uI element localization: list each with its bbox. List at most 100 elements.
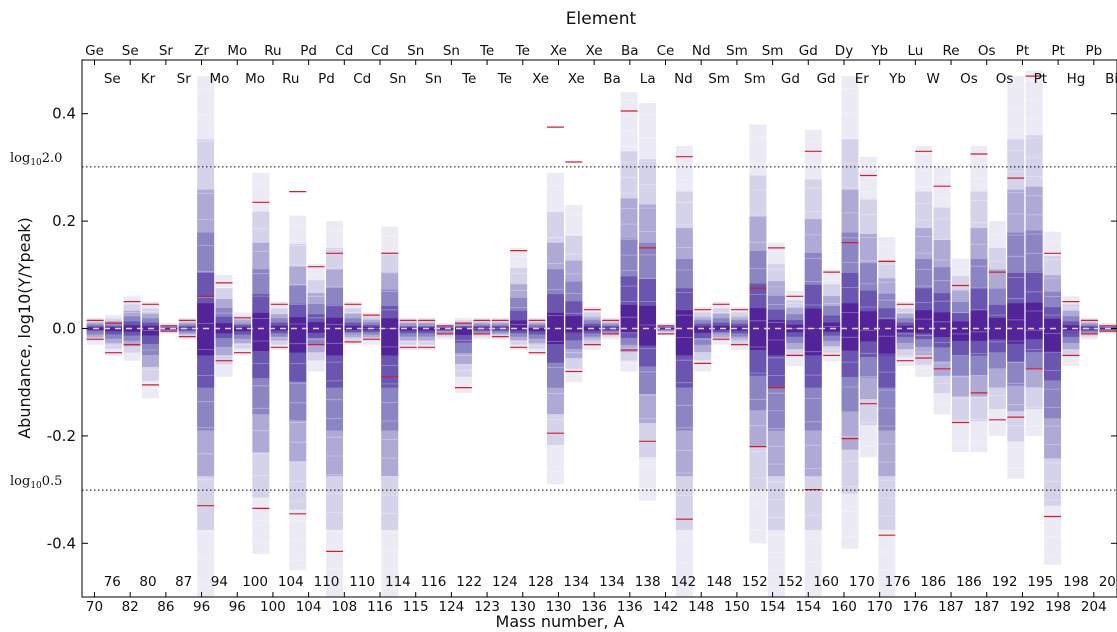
element-label-top: Sm bbox=[726, 43, 748, 59]
mass-label-inner: 186 bbox=[920, 574, 946, 590]
bar bbox=[197, 76, 215, 598]
bar-band bbox=[270, 325, 288, 331]
mass-label-inner: 128 bbox=[528, 574, 554, 590]
bar-band bbox=[639, 305, 656, 346]
y-tick-label: 0.0 bbox=[52, 320, 76, 338]
mass-label-bottom: 96 bbox=[193, 599, 210, 615]
bar-band bbox=[860, 311, 877, 342]
mass-label-inner: 142 bbox=[671, 574, 697, 590]
bar-band bbox=[804, 308, 822, 356]
mass-label-inner: 94 bbox=[211, 574, 228, 590]
bar bbox=[418, 317, 436, 350]
bar-band bbox=[952, 321, 969, 341]
bar-band bbox=[160, 328, 178, 330]
mass-label-inner: 124 bbox=[492, 574, 518, 590]
bar-band bbox=[178, 327, 196, 330]
bar-band bbox=[878, 319, 896, 356]
bar-band bbox=[731, 326, 748, 331]
bar-band bbox=[823, 322, 841, 332]
mass-label-inner: 122 bbox=[456, 574, 482, 590]
bar bbox=[270, 301, 288, 350]
bar bbox=[178, 317, 196, 340]
element-label-top: Sm bbox=[762, 43, 784, 59]
y-tick-label: 0.4 bbox=[52, 105, 76, 123]
bar-band bbox=[1025, 302, 1043, 340]
element-label-top: Te bbox=[479, 43, 494, 59]
mass-label-inner: 152 bbox=[778, 574, 804, 590]
bar bbox=[289, 191, 307, 571]
element-label-top: Ce bbox=[657, 43, 675, 59]
mass-label-bottom: 130 bbox=[510, 599, 536, 615]
element-label-bottom: Xe bbox=[532, 71, 549, 87]
element-label-top: Cd bbox=[371, 43, 389, 59]
mass-label-inner: 160 bbox=[813, 574, 839, 590]
bar-band bbox=[252, 312, 270, 351]
element-label-top: Gd bbox=[799, 43, 818, 59]
element-label-bottom: Hg bbox=[1067, 71, 1086, 87]
element-label-top: Te bbox=[515, 43, 530, 59]
bar bbox=[215, 274, 233, 377]
bar-band bbox=[436, 328, 454, 330]
bar bbox=[860, 156, 877, 458]
y-axis-label: Abundance, log10(Y/Ypeak) bbox=[15, 217, 34, 439]
bar bbox=[381, 226, 399, 597]
element-label-top: Pt bbox=[1051, 43, 1064, 59]
element-label-top: Nd bbox=[692, 43, 711, 59]
bar bbox=[712, 301, 730, 345]
mass-label-inner: 198 bbox=[1063, 574, 1089, 590]
bar bbox=[1080, 317, 1098, 340]
mass-label-inner: 104 bbox=[278, 574, 304, 590]
reference-lines-layer bbox=[82, 166, 1117, 491]
element-label-top: Yb bbox=[870, 43, 888, 59]
bar-band bbox=[565, 316, 583, 334]
mass-label-bottom: 160 bbox=[831, 599, 857, 615]
bar-band bbox=[289, 317, 307, 353]
bar bbox=[86, 317, 104, 345]
mass-label-bottom: 136 bbox=[581, 599, 607, 615]
mass-label-bottom: 130 bbox=[546, 599, 572, 615]
mass-label-inner: 170 bbox=[849, 574, 875, 590]
element-label-bottom: Kr bbox=[141, 71, 156, 87]
bar-band bbox=[786, 324, 804, 333]
element-label-top: Pb bbox=[1085, 43, 1102, 59]
element-label-bottom: W bbox=[927, 71, 940, 87]
element-label-bottom: Yb bbox=[888, 71, 906, 87]
bar-band bbox=[510, 320, 528, 331]
element-label-top: Xe bbox=[550, 43, 567, 59]
element-label-bottom: Ru bbox=[282, 71, 299, 87]
bar bbox=[786, 290, 804, 367]
bar-band bbox=[528, 327, 546, 332]
element-label-top: Sn bbox=[443, 43, 460, 59]
bar-band bbox=[307, 322, 325, 333]
element-label-top: Pt bbox=[1016, 43, 1029, 59]
mass-label-inner: 116 bbox=[421, 574, 447, 590]
mass-label-inner: 192 bbox=[992, 574, 1018, 590]
bar-band bbox=[1062, 325, 1080, 333]
element-label-bottom: Pt bbox=[1034, 71, 1047, 87]
bar bbox=[123, 296, 141, 361]
element-label-top: Dy bbox=[835, 43, 853, 59]
bar-band bbox=[215, 323, 233, 334]
mass-label-inner: 134 bbox=[563, 574, 589, 590]
bar-band bbox=[933, 312, 951, 338]
mass-label-inner: 176 bbox=[885, 574, 911, 590]
bar bbox=[804, 129, 822, 598]
mass-label-bottom: 148 bbox=[688, 599, 714, 615]
bar bbox=[731, 307, 748, 350]
bar bbox=[639, 103, 656, 501]
element-label-bottom: Sm bbox=[744, 71, 766, 87]
element-label-bottom: Nd bbox=[674, 71, 693, 87]
mass-label-inner: 87 bbox=[175, 574, 192, 590]
bar bbox=[988, 221, 1006, 436]
bar-band bbox=[1007, 303, 1025, 344]
bar bbox=[399, 317, 417, 350]
bar bbox=[933, 167, 951, 415]
element-label-bottom: Ba bbox=[603, 71, 621, 87]
bar-band bbox=[694, 326, 712, 333]
element-label-top: Sn bbox=[407, 43, 424, 59]
chart-title: Element bbox=[566, 9, 637, 29]
mass-label-bottom: 124 bbox=[439, 599, 465, 615]
element-label-top: Re bbox=[942, 43, 959, 59]
mass-label-bottom: 170 bbox=[867, 599, 893, 615]
